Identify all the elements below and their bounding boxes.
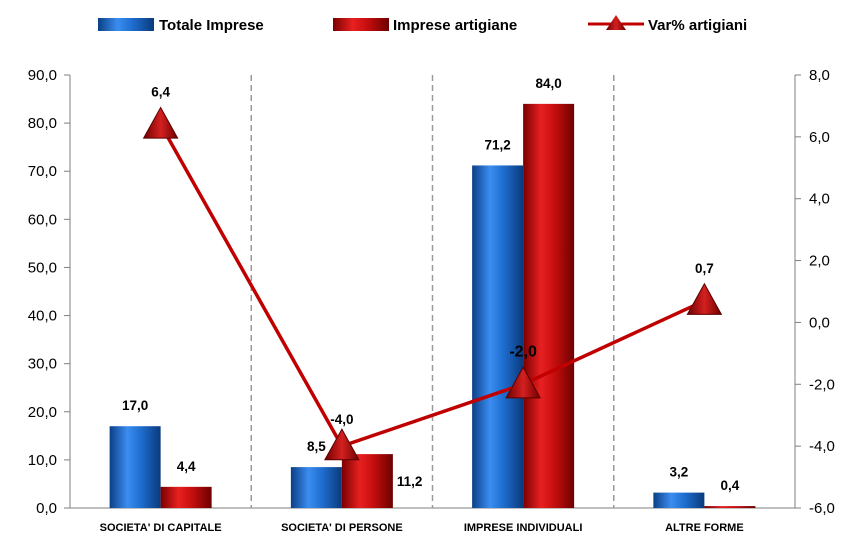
left-tick-label: 50,0 xyxy=(28,259,57,276)
legend-swatch-totale-imprese xyxy=(98,18,154,31)
bars xyxy=(109,103,756,508)
data-label-var-artigiani: 6,4 xyxy=(151,84,170,99)
right-tick-label: -2,0 xyxy=(809,376,835,393)
var-artigiani-marker xyxy=(505,366,541,399)
legend-item-imprese-artigiane: Imprese artigiane xyxy=(333,17,517,34)
left-tick-label: 0,0 xyxy=(36,500,57,517)
left-axis-ticks: 0,0 10,0 20,0 30,0 40,0 50,0 60,0 70,0 80,0 90,0 xyxy=(28,67,70,517)
right-axis-ticks: -6,0 -4,0 -2,0 0,0 2,0 4,0 6,0 8,0 xyxy=(795,67,835,517)
category-label: SOCIETA' DI CAPITALE xyxy=(100,522,222,533)
bar-imprese-artigiane xyxy=(523,103,575,508)
category-labels: SOCIETA' DI CAPITALE SOCIETA' DI PERSONE I… xyxy=(100,522,744,533)
left-tick-label: 10,0 xyxy=(28,452,57,469)
left-tick-label: 80,0 xyxy=(28,115,57,132)
bar-totale-imprese xyxy=(653,492,705,508)
data-label-imprese-artigiane: 4,4 xyxy=(177,459,196,474)
legend: Totale Imprese Imprese artigiane Var% ar… xyxy=(98,15,747,34)
legend-marker-var-artigiani xyxy=(606,15,626,30)
bar-totale-imprese xyxy=(472,165,524,508)
var-artigiani-polyline xyxy=(159,123,706,449)
left-tick-label: 60,0 xyxy=(28,211,57,228)
bar-totale-imprese xyxy=(290,467,342,508)
legend-label-totale-imprese: Totale Imprese xyxy=(159,17,264,34)
data-label-imprese-artigiane: 84,0 xyxy=(535,76,561,91)
data-label-var-artigiani: 0,7 xyxy=(695,261,714,276)
data-label-var-artigiani: -2,0 xyxy=(509,343,537,360)
data-labels: 17,0 4,4 8,5 11,2 71,2 84,0 3,2 0,4 6,4 -4,0 -2,0 0… xyxy=(122,76,740,493)
var-artigiani-marker xyxy=(142,106,179,139)
left-tick-label: 90,0 xyxy=(28,67,57,84)
right-tick-label: -4,0 xyxy=(809,438,835,455)
right-tick-label: 6,0 xyxy=(809,129,830,146)
left-tick-label: 40,0 xyxy=(28,308,57,325)
category-separators xyxy=(250,75,615,508)
bar-imprese-artigiane xyxy=(341,454,393,508)
legend-item-var-artigiani: Var% artigiani xyxy=(588,15,747,34)
right-tick-label: -6,0 xyxy=(809,500,835,517)
data-label-totale-imprese: 3,2 xyxy=(669,465,688,480)
data-label-totale-imprese: 71,2 xyxy=(484,137,510,152)
bar-imprese-artigiane xyxy=(160,486,212,508)
var-artigiani-marker xyxy=(686,282,723,315)
left-tick-label: 70,0 xyxy=(28,163,57,180)
var-artigiani-marker xyxy=(324,428,360,461)
data-label-totale-imprese: 8,5 xyxy=(307,439,326,454)
right-tick-label: 8,0 xyxy=(809,67,830,84)
category-label: ALTRE FORME xyxy=(665,522,744,533)
left-tick-label: 20,0 xyxy=(28,404,57,421)
data-label-totale-imprese: 17,0 xyxy=(122,398,148,413)
legend-label-var-artigiani: Var% artigiani xyxy=(648,17,747,34)
data-label-imprese-artigiane: 0,4 xyxy=(720,478,739,493)
right-tick-label: 0,0 xyxy=(809,314,830,331)
left-tick-label: 30,0 xyxy=(28,356,57,373)
bar-imprese-artigiane xyxy=(704,506,756,508)
category-label: IMPRESE INDIVIDUALI xyxy=(464,522,583,533)
var-artigiani-line xyxy=(142,106,723,461)
legend-item-totale-imprese: Totale Imprese xyxy=(98,17,264,34)
right-tick-label: 2,0 xyxy=(809,253,830,270)
right-tick-label: 4,0 xyxy=(809,191,830,208)
legend-swatch-imprese-artigiane xyxy=(333,18,389,31)
category-label: SOCIETA' DI PERSONE xyxy=(281,522,403,533)
bar-totale-imprese xyxy=(109,426,161,508)
legend-label-imprese-artigiane: Imprese artigiane xyxy=(393,17,517,34)
data-label-var-artigiani: -4,0 xyxy=(330,412,353,427)
data-label-imprese-artigiane: 11,2 xyxy=(397,474,423,489)
